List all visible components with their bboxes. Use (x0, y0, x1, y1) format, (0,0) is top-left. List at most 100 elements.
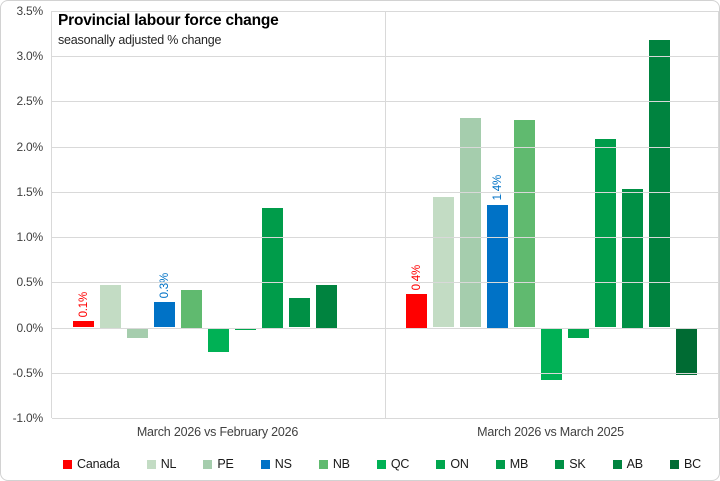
bar-slot-bc (676, 11, 697, 418)
bar-canada-group2 (406, 294, 427, 328)
y-axis: 3.5% 3.0% 2.5% 2.0% 1.5% 1.0% 0.5% 0.0% -0.5% -1.… (1, 4, 45, 425)
bar-value-label-ns: 1.4% (491, 175, 504, 201)
legend-label-sk: SK (569, 457, 586, 471)
bar-slot-ns: 0.3% (154, 11, 175, 418)
legend-swatch-sk (555, 459, 565, 469)
bar-slot-nl (433, 11, 454, 418)
category-separator-line (385, 11, 386, 418)
y-axis-tick-label: 1.0% (16, 230, 43, 244)
gridline (52, 373, 718, 374)
bar-bc-group2 (676, 328, 697, 375)
bar-on-group1 (235, 328, 256, 330)
legend-item-qc: QC (376, 458, 409, 470)
bar-slot-pe (460, 11, 481, 418)
legend-item-nb: NB (318, 457, 350, 471)
bar-slot-ab (316, 11, 337, 418)
legend-label-canada: Canada (77, 457, 120, 471)
bar-slot-canada: 0.4% (406, 11, 427, 418)
bar-pe-group1 (127, 328, 148, 338)
legend-label-nb: NB (332, 457, 350, 471)
legend-item-ab: AB (612, 457, 643, 471)
legend-label-on: ON (450, 457, 469, 471)
bar-slot-nl (100, 11, 121, 418)
legend-item-sk: SK (555, 457, 586, 471)
y-axis-tick-label: -1.0% (12, 411, 44, 425)
bar-slot-pe (127, 11, 148, 418)
category-label-right: March 2026 vs March 2025 (477, 425, 624, 439)
gridline (52, 282, 718, 283)
legend-swatch-on (436, 459, 446, 469)
bar-pe-group2 (460, 117, 481, 328)
gridline (52, 101, 718, 102)
chart-subtitle: seasonally adjusted % change (58, 33, 222, 47)
bar-nb-group2 (514, 120, 535, 328)
chart-title: Provincial labour force change (58, 12, 279, 29)
legend-label-nl: NL (160, 457, 177, 471)
legend-item-canada: Canada (63, 458, 120, 470)
title-block: Provincial labour force change seasonall… (58, 12, 279, 47)
bar-value-label-ns: 0.3% (158, 272, 171, 299)
bar-qc-group1 (208, 328, 229, 353)
plot-area: 0.1% 0.3% 0.4% 1.4% (51, 11, 719, 419)
y-axis-tick-label: 3.0% (16, 49, 43, 63)
bar-slot-ab (649, 11, 670, 418)
bar-nl-group2 (433, 197, 454, 328)
y-axis-tick-label: 0.0% (16, 321, 43, 335)
y-axis-tick-label: 3.5% (16, 4, 43, 18)
gridline (52, 237, 718, 238)
legend-swatch-mb (495, 459, 505, 469)
bar-sk-group2 (622, 189, 643, 328)
legend-swatch-canada (63, 459, 72, 469)
legend-label-ns: NS (274, 457, 292, 471)
y-axis-tick-label: 2.0% (16, 140, 43, 154)
bar-value-label-canada: 0.4% (410, 264, 423, 291)
x-axis-labels: March 2026 vs February 2026 March 2026 v… (51, 425, 717, 439)
bar-slot-qc (541, 11, 562, 418)
gridline (52, 328, 718, 329)
bar-slot-on (235, 11, 256, 418)
legend-item-nl: NL (146, 457, 177, 471)
y-axis-tick-label: 1.5% (16, 185, 43, 199)
bar-slot-ns: 1.4% (487, 11, 508, 418)
bar-nl-group1 (100, 285, 121, 328)
bar-nb-group1 (181, 289, 202, 328)
legend-swatch-qc (376, 459, 386, 469)
bar-slot-sk (622, 11, 643, 418)
bar-slot-qc (208, 11, 229, 418)
y-axis-tick-label: 0.5% (16, 275, 43, 289)
legend-item-bc: BC (669, 458, 701, 470)
bar-qc-group2 (541, 328, 562, 381)
bar-slot-mb (262, 11, 283, 418)
bar-slot-canada: 0.1% (73, 11, 94, 418)
bar-value-label-canada: 0.1% (77, 291, 90, 318)
legend-item-ns: NS (260, 457, 292, 471)
category-label-left: March 2026 vs February 2026 (136, 425, 299, 439)
bar-ns-group2 (487, 204, 508, 328)
gridline (52, 418, 718, 419)
y-axis-tick-label: 2.5% (16, 94, 43, 108)
bar-slot-bc (343, 11, 364, 418)
bar-ab-group2 (649, 39, 670, 328)
bar-slot-sk (289, 11, 310, 418)
bar-slot-mb (595, 11, 616, 418)
legend: Canada NL PE NS NB QC ON MB SK AB BC (63, 453, 701, 475)
legend-label-mb: MB (509, 457, 529, 471)
bar-group-month-over-month: 0.1% 0.3% (52, 11, 385, 418)
legend-item-on: ON (436, 457, 469, 471)
legend-swatch-bc (669, 459, 679, 469)
gridline (52, 192, 718, 193)
bar-canada-group1 (73, 321, 94, 328)
y-axis-tick-label: -0.5% (12, 366, 44, 380)
bar-slot-nb (514, 11, 535, 418)
bar-mb-group1 (262, 208, 283, 328)
legend-label-pe: PE (217, 457, 234, 471)
gridline (52, 56, 718, 57)
bar-on-group2 (568, 328, 589, 338)
bar-ab-group1 (316, 285, 337, 328)
bar-mb-group2 (595, 139, 616, 328)
gridline (52, 147, 718, 148)
legend-swatch-nb (318, 459, 328, 469)
legend-swatch-nl (146, 459, 156, 469)
legend-label-ab: AB (626, 457, 643, 471)
